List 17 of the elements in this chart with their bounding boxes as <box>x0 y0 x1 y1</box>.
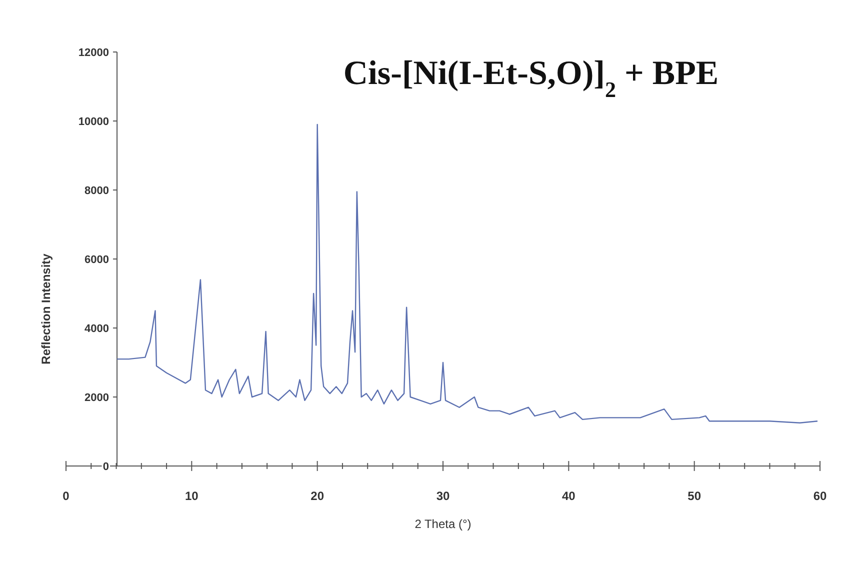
x-axis-title: 2 Theta (°) <box>414 517 472 531</box>
y-tick-label: 12000 <box>78 47 110 59</box>
x-tick-label: 30 <box>436 489 450 503</box>
y-tick-label: 6000 <box>84 254 110 266</box>
line-series <box>116 124 818 424</box>
y-axis-title: Reflection Intensity <box>39 253 53 364</box>
x-tick-label: 60 <box>813 489 827 503</box>
y-tick-label: 2000 <box>84 392 110 404</box>
y-tick-label: 10000 <box>78 116 110 128</box>
x-tick-label: 20 <box>310 489 324 503</box>
x-tick-label: 10 <box>184 489 199 503</box>
x-tick-label: 0 <box>62 489 70 503</box>
y-tick-label: 8000 <box>84 185 110 197</box>
y-tick-label: 4000 <box>84 323 110 335</box>
x-tick-label: 40 <box>562 489 576 503</box>
chart-title: Cis-[Ni(I-Et-S,O)]$_{2}$ + BPE <box>343 55 719 102</box>
x-tick-label: 50 <box>688 489 702 503</box>
